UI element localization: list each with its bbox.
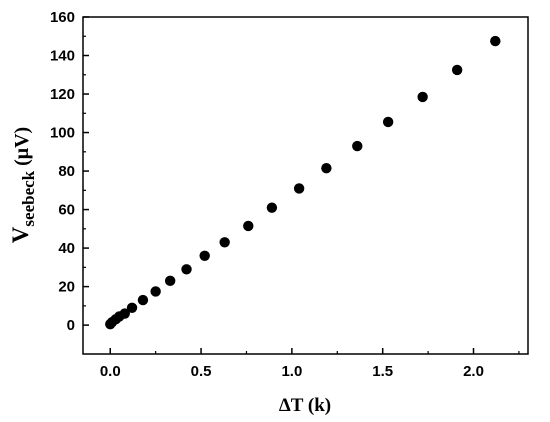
data-point [150, 286, 161, 297]
y-tick-label: 140 [50, 48, 75, 65]
data-point [490, 35, 501, 47]
data-point [321, 162, 332, 174]
y-axis-label-sub: seebeck [19, 170, 38, 226]
x-tick-label: 1.5 [372, 363, 393, 380]
y-tick-label: 100 [50, 125, 75, 142]
y-tick-label: 20 [58, 279, 75, 296]
y-axis-label: Vseebeck (μV) [8, 127, 38, 243]
x-tick-label: 1.0 [281, 363, 302, 380]
data-point [219, 237, 230, 248]
data-point [126, 302, 138, 313]
x-tick-label: 0.5 [191, 363, 212, 380]
y-tick-label: 80 [58, 163, 75, 180]
data-point [181, 264, 192, 275]
y-tick-label: 0 [67, 317, 75, 334]
x-axis-label: ΔT (k) [279, 395, 331, 416]
data-point [417, 91, 428, 103]
y-tick-label: 40 [58, 240, 75, 257]
x-axis-ticks: 0.0 0.5 1.0 1.5 2.0 [100, 348, 520, 380]
data-point [352, 140, 363, 152]
x-tick-label: 2.0 [463, 363, 484, 380]
data-point [119, 308, 130, 319]
y-axis-label-main: V [8, 226, 33, 243]
data-point [266, 202, 278, 213]
data-point [199, 250, 210, 261]
data-point [293, 183, 305, 194]
x-tick-label: 0.0 [100, 363, 121, 380]
plot-frame [82, 16, 529, 355]
data-points [105, 35, 501, 330]
y-axis-label-unit: (μV) [11, 127, 33, 171]
data-point [382, 116, 394, 128]
y-tick-label: 120 [50, 86, 75, 103]
data-point [451, 64, 463, 76]
data-point [164, 275, 176, 287]
data-point [243, 220, 254, 232]
y-axis-ticks: 0 20 40 60 80 100 120 140 160 [50, 9, 89, 334]
data-point [137, 294, 149, 306]
y-tick-label: 160 [50, 9, 75, 26]
y-tick-label: 60 [58, 202, 75, 219]
